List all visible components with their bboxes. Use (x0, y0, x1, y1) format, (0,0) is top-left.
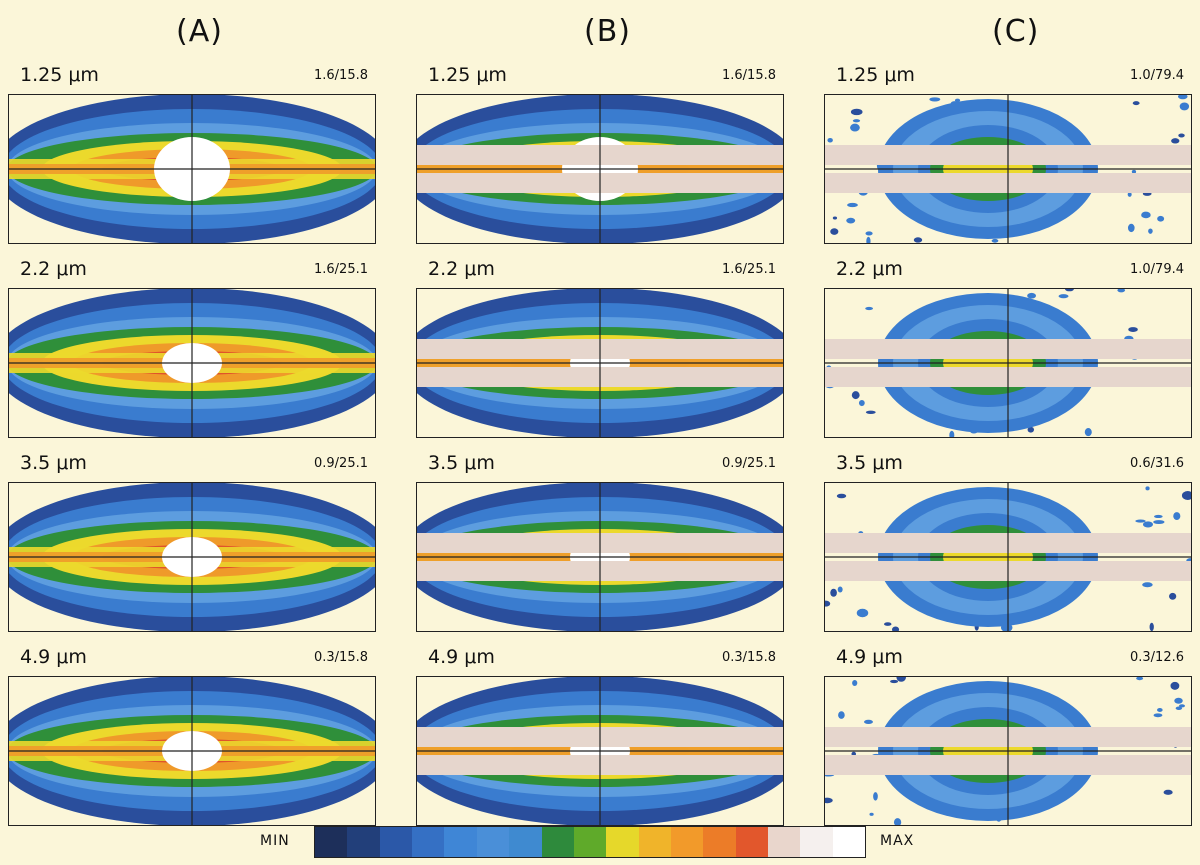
intensity-range-label: 0.9/25.1 (314, 456, 368, 471)
colorbar-swatch (573, 827, 607, 857)
intensity-range-label: 1.0/79.4 (1130, 262, 1184, 277)
intensity-map-panel (824, 482, 1192, 632)
intensity-map-panel (416, 288, 784, 438)
colorbar-swatch (735, 827, 769, 857)
intensity-map-panel (824, 288, 1192, 438)
colorbar-swatch (315, 827, 348, 857)
wavelength-label: 4.9 μm (20, 646, 87, 668)
colorbar-max-label: MAX (880, 833, 915, 849)
intensity-map (9, 677, 375, 825)
intensity-range-label: 0.9/25.1 (722, 456, 776, 471)
intensity-range-label: 1.0/79.4 (1130, 68, 1184, 83)
intensity-map-panel (8, 94, 376, 244)
intensity-map-panel (824, 94, 1192, 244)
wavelength-label: 2.2 μm (428, 258, 495, 280)
wavelength-label: 3.5 μm (836, 452, 903, 474)
intensity-map-panel (8, 288, 376, 438)
wavelength-label: 4.9 μm (836, 646, 903, 668)
intensity-map (825, 289, 1191, 437)
intensity-map-panel (416, 94, 784, 244)
colorbar-swatch (832, 827, 866, 857)
colorbar-swatch (379, 827, 413, 857)
intensity-map (9, 483, 375, 631)
intensity-map (9, 95, 375, 243)
colorbar (314, 826, 866, 858)
colorbar-swatch (412, 827, 445, 857)
intensity-range-label: 1.6/15.8 (314, 68, 368, 83)
intensity-range-label: 0.6/31.6 (1130, 456, 1184, 471)
intensity-range-label: 1.6/25.1 (722, 262, 776, 277)
intensity-map (417, 289, 783, 437)
colorbar-swatch (800, 827, 833, 857)
intensity-map-panel (416, 482, 784, 632)
intensity-map (417, 677, 783, 825)
colorbar-swatch (476, 827, 510, 857)
colorbar-swatch (541, 827, 574, 857)
wavelength-label: 1.25 μm (428, 64, 507, 86)
column-title-b: (B) (584, 14, 631, 49)
intensity-range-label: 1.6/15.8 (722, 68, 776, 83)
intensity-map-panel (416, 676, 784, 826)
wavelength-label: 1.25 μm (20, 64, 99, 86)
colorbar-min-label: MIN (260, 833, 290, 849)
column-title-a: (A) (176, 14, 223, 49)
intensity-range-label: 0.3/15.8 (314, 650, 368, 665)
colorbar-swatch (606, 827, 639, 857)
colorbar-swatch (768, 827, 801, 857)
intensity-map-panel (8, 676, 376, 826)
intensity-map (9, 289, 375, 437)
wavelength-label: 3.5 μm (20, 452, 87, 474)
colorbar-swatch (347, 827, 380, 857)
intensity-map-panel (8, 482, 376, 632)
wavelength-label: 4.9 μm (428, 646, 495, 668)
intensity-map-panel (824, 676, 1192, 826)
intensity-map (825, 483, 1191, 631)
wavelength-label: 2.2 μm (836, 258, 903, 280)
colorbar-swatch (638, 827, 671, 857)
intensity-map (417, 483, 783, 631)
wavelength-label: 2.2 μm (20, 258, 87, 280)
intensity-range-label: 1.6/25.1 (314, 262, 368, 277)
colorbar-swatch (703, 827, 736, 857)
column-title-c: (C) (992, 14, 1040, 49)
intensity-range-label: 0.3/15.8 (722, 650, 776, 665)
colorbar-swatch (509, 827, 542, 857)
wavelength-label: 1.25 μm (836, 64, 915, 86)
intensity-range-label: 0.3/12.6 (1130, 650, 1184, 665)
intensity-map (417, 95, 783, 243)
colorbar-swatch (444, 827, 477, 857)
colorbar-swatch (670, 827, 704, 857)
intensity-map (825, 677, 1191, 825)
wavelength-label: 3.5 μm (428, 452, 495, 474)
intensity-map (825, 95, 1191, 243)
